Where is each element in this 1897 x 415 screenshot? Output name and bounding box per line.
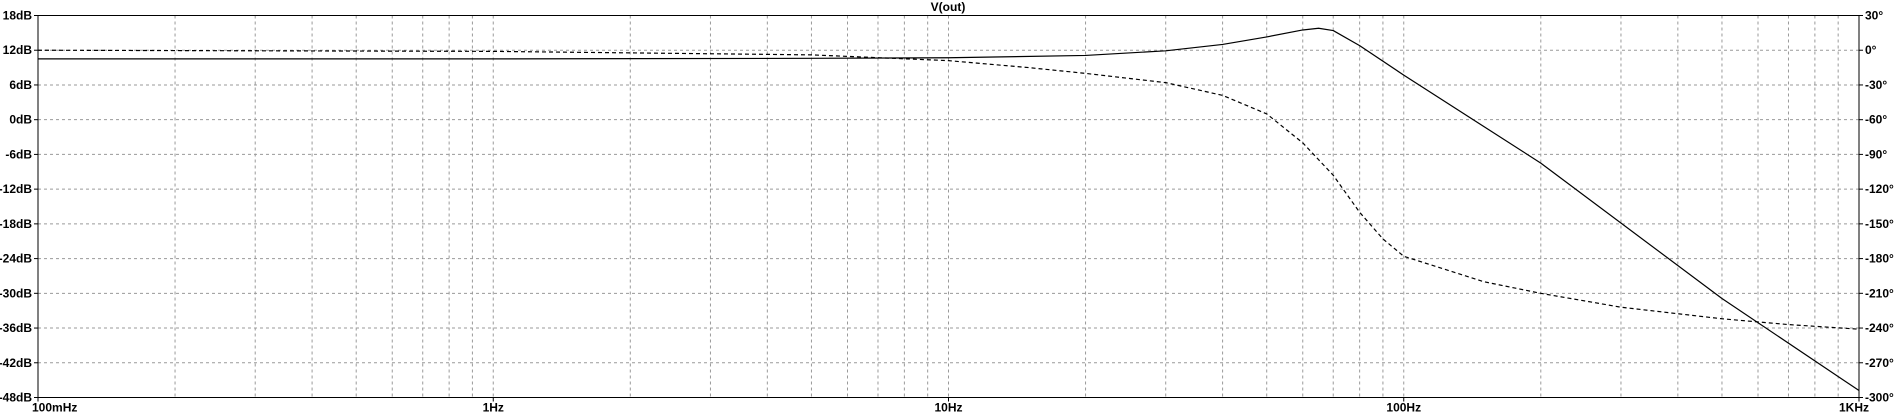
left-axis-tick-label: -6dB	[5, 147, 32, 161]
right-axis-tick-label: 30°	[1865, 9, 1883, 23]
left-axis-tick-label: -30dB	[0, 286, 32, 300]
x-axis-tick-label: 100Hz	[1386, 401, 1421, 415]
left-axis-tick-label: 6dB	[9, 78, 32, 92]
left-axis-tick-label: 0dB	[9, 113, 32, 127]
right-axis-tick-label: -300°	[1865, 391, 1894, 405]
chart-title: V(out)	[931, 0, 966, 14]
right-axis-tick-label: -60°	[1865, 113, 1887, 127]
right-axis-tick-label: 0°	[1865, 43, 1877, 57]
left-axis-tick-label: -36dB	[0, 321, 32, 335]
left-axis-tick-label: -18dB	[0, 217, 32, 231]
left-axis-tick-label: -24dB	[0, 252, 32, 266]
right-axis-tick-label: -210°	[1865, 286, 1894, 300]
left-axis-tick-label: -12dB	[0, 182, 32, 196]
x-axis-tick-label: 10Hz	[934, 401, 962, 415]
series-layer	[37, 27, 1860, 392]
right-axis-tick-label: -240°	[1865, 321, 1894, 335]
x-axis-tick-label: 1KHz	[1839, 401, 1869, 415]
phase-series-line	[37, 49, 1860, 330]
right-axis-tick-label: -270°	[1865, 356, 1894, 370]
right-axis-tick-label: -150°	[1865, 217, 1894, 231]
x-axis-tick-label: 1Hz	[483, 401, 504, 415]
left-axis-tick-label: -42dB	[0, 356, 32, 370]
x-axis-tick-label: 100mHz	[32, 401, 77, 415]
left-axis-tick-label: 18dB	[3, 9, 33, 23]
right-axis-tick-label: -90°	[1865, 147, 1887, 161]
left-axis-tick-label: 12dB	[3, 43, 33, 57]
labels-layer: 18dB 12dB 6dB 0dB -6dB -12dB -18dB -24dB -30dB -3…	[0, 9, 1894, 415]
grid-layer	[38, 15, 1859, 398]
right-axis-tick-label: -180°	[1865, 252, 1894, 266]
left-axis-tick-label: -48dB	[0, 391, 32, 405]
right-axis-tick-label: -120°	[1865, 182, 1894, 196]
right-axis-tick-label: -30°	[1865, 78, 1887, 92]
